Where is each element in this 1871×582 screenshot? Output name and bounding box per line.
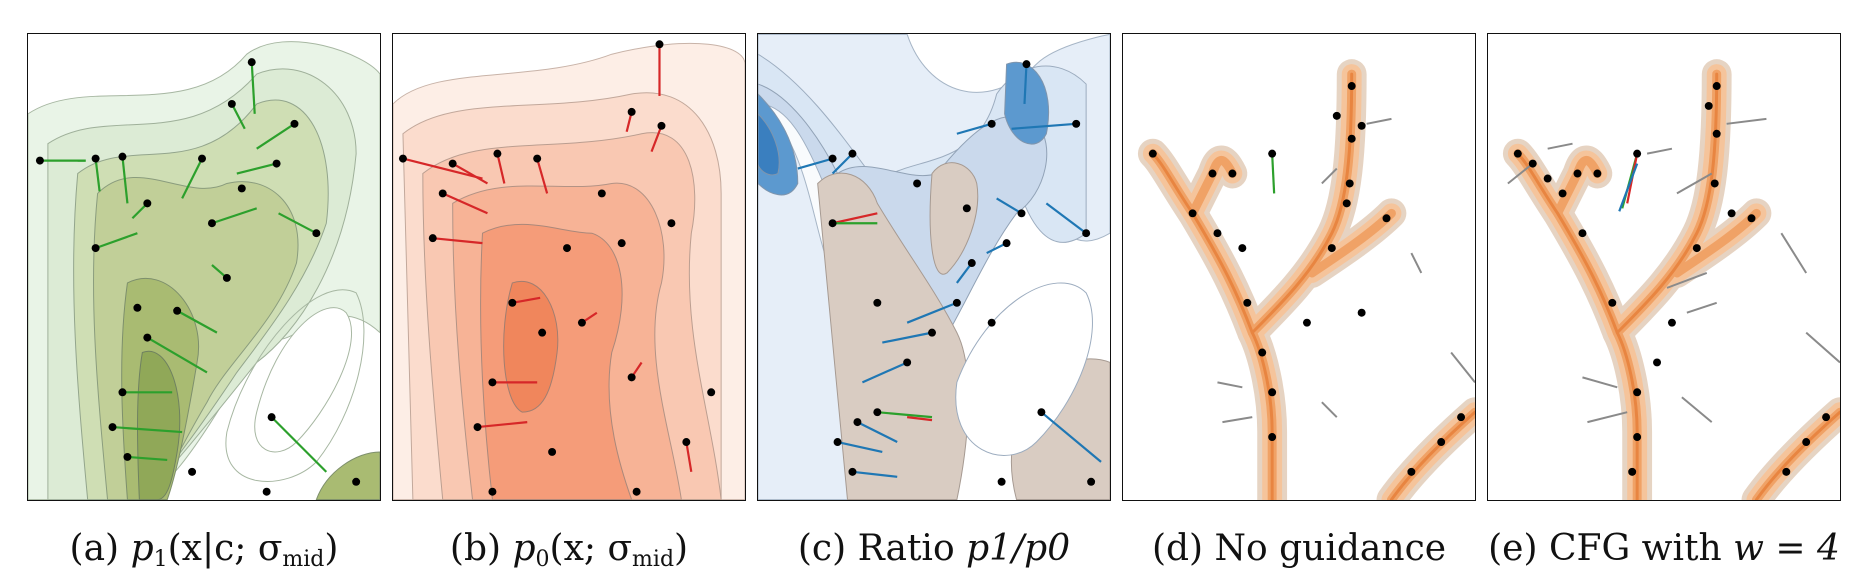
caption-d: (d) No guidance <box>1151 528 1447 569</box>
panel-a <box>27 33 381 501</box>
panel-c-plot <box>758 34 1110 500</box>
panel-d-plot <box>1123 34 1475 500</box>
caption-c: (c) Ratio p1/p0 <box>797 528 1071 569</box>
panel-b-plot <box>393 34 745 500</box>
panel-c <box>757 33 1111 501</box>
panel-b <box>392 33 746 501</box>
panel-d <box>1122 33 1476 501</box>
panel-e <box>1487 33 1841 501</box>
panel-a-plot <box>28 34 380 500</box>
caption-b: (b) p0(x; σmid) <box>449 528 689 572</box>
caption-a: (a) p1(x|c; σmid) <box>69 528 339 572</box>
caption-e: (e) CFG with w = 4 <box>1488 528 1840 569</box>
panel-e-plot <box>1488 34 1840 500</box>
